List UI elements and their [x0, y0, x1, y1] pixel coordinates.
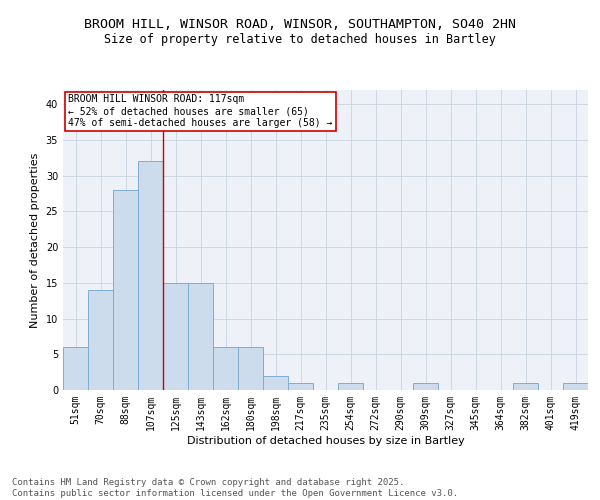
- Bar: [238, 347, 263, 390]
- Bar: [338, 383, 363, 390]
- Text: BROOM HILL, WINSOR ROAD, WINSOR, SOUTHAMPTON, SO40 2HN: BROOM HILL, WINSOR ROAD, WINSOR, SOUTHAM…: [84, 18, 516, 30]
- Text: Size of property relative to detached houses in Bartley: Size of property relative to detached ho…: [104, 32, 496, 46]
- Bar: [88, 290, 113, 390]
- Bar: [263, 376, 288, 390]
- Bar: [563, 383, 588, 390]
- Bar: [413, 383, 438, 390]
- Bar: [63, 347, 88, 390]
- Bar: [213, 347, 238, 390]
- X-axis label: Distribution of detached houses by size in Bartley: Distribution of detached houses by size …: [187, 436, 464, 446]
- Bar: [113, 190, 138, 390]
- Text: BROOM HILL WINSOR ROAD: 117sqm
← 52% of detached houses are smaller (65)
47% of : BROOM HILL WINSOR ROAD: 117sqm ← 52% of …: [68, 94, 332, 128]
- Text: Contains HM Land Registry data © Crown copyright and database right 2025.
Contai: Contains HM Land Registry data © Crown c…: [12, 478, 458, 498]
- Bar: [188, 283, 213, 390]
- Bar: [288, 383, 313, 390]
- Bar: [513, 383, 538, 390]
- Bar: [163, 283, 188, 390]
- Y-axis label: Number of detached properties: Number of detached properties: [30, 152, 40, 328]
- Bar: [138, 162, 163, 390]
